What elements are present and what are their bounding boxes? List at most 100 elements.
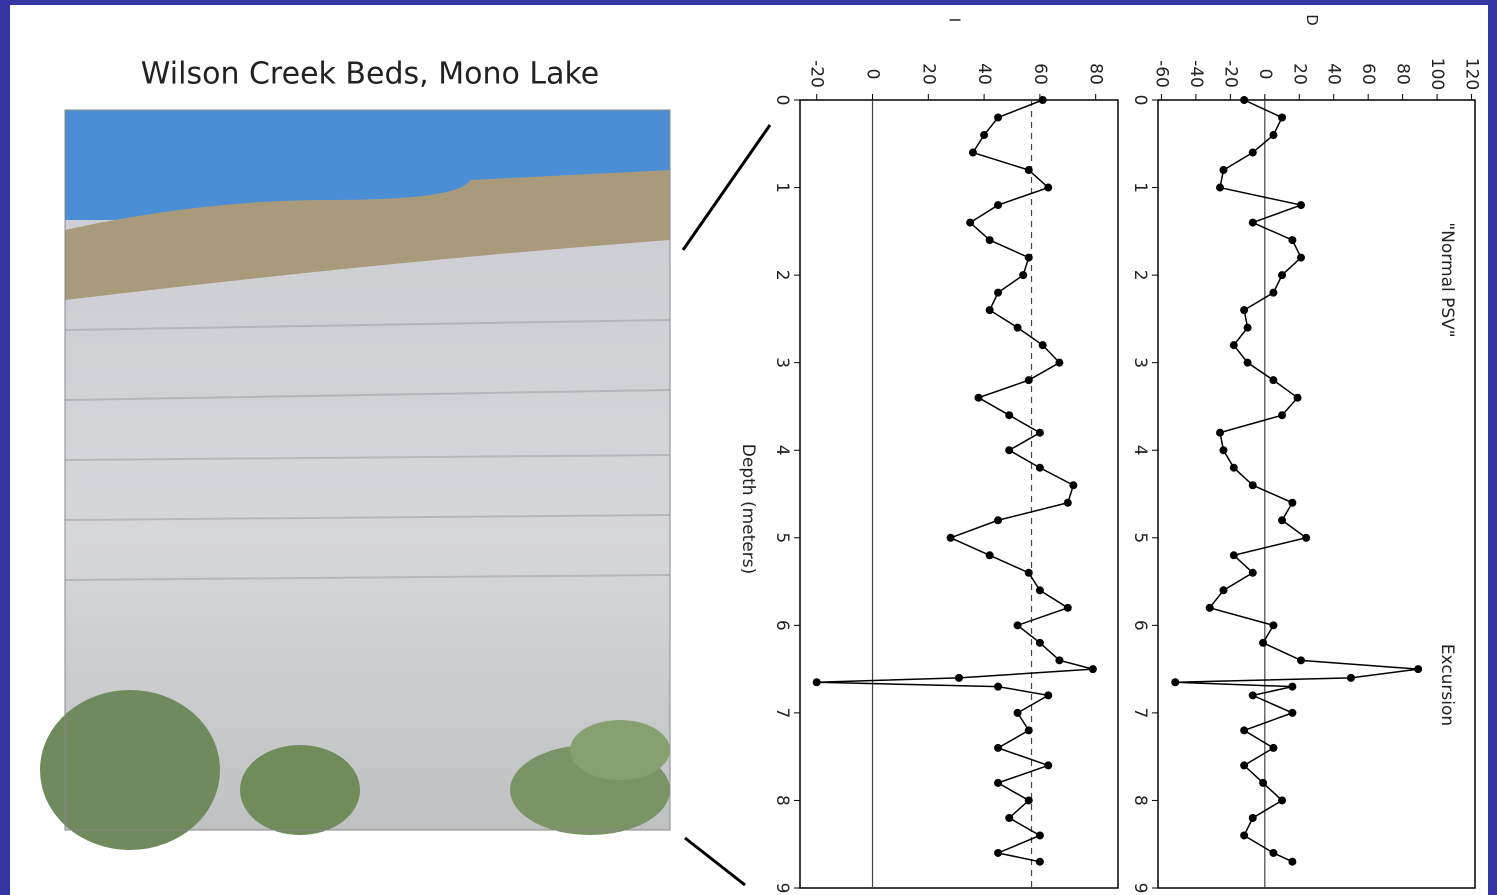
data-point xyxy=(1219,446,1228,455)
photo xyxy=(40,109,671,850)
data-point xyxy=(994,682,1003,691)
y-tick-label: 40 xyxy=(974,63,994,85)
data-point xyxy=(985,306,994,315)
data-point xyxy=(1055,656,1064,665)
data-point xyxy=(1288,498,1297,507)
y-tick-label: 20 xyxy=(1289,63,1309,85)
y-axis-label: I xyxy=(946,18,964,22)
data-point xyxy=(994,113,1003,122)
y-tick-label: -20 xyxy=(807,60,827,88)
y-axis-label: D xyxy=(1303,14,1321,26)
data-point xyxy=(994,778,1003,787)
x-axis-label: Depth (meters) xyxy=(738,444,758,574)
data-point xyxy=(1038,96,1047,104)
y-tick-label: 0 xyxy=(1255,69,1275,80)
data-point xyxy=(974,393,983,402)
annotation: "Normal PSV" xyxy=(1437,222,1457,337)
x-tick-label: 7 xyxy=(772,707,792,718)
data-point xyxy=(985,551,994,560)
data-point xyxy=(1288,708,1297,717)
data-point xyxy=(1024,376,1033,385)
data-point xyxy=(1044,183,1053,192)
x-tick-label: 7 xyxy=(1130,707,1150,718)
data-point xyxy=(1269,131,1278,140)
y-tick-label: 0 xyxy=(863,69,883,80)
data-point xyxy=(1013,708,1022,717)
photo-caption: Wilson Creek Beds, Mono Lake xyxy=(141,57,599,92)
data-point xyxy=(1038,341,1047,350)
data-point xyxy=(946,533,955,542)
data-point xyxy=(1414,665,1423,674)
data-point xyxy=(966,218,975,227)
data-point xyxy=(1240,761,1249,770)
data-point xyxy=(1240,726,1249,735)
data-point xyxy=(1013,621,1022,630)
data-point xyxy=(1269,376,1278,385)
data-point xyxy=(1005,813,1014,822)
y-tick-label: 100 xyxy=(1427,58,1447,90)
data-point xyxy=(1024,568,1033,577)
data-point xyxy=(1248,481,1257,490)
data-point xyxy=(1044,691,1053,700)
data-point xyxy=(1035,857,1044,866)
data-point xyxy=(1288,236,1297,245)
data-point xyxy=(1055,358,1064,367)
y-tick-label: -20 xyxy=(1220,60,1240,88)
data-point xyxy=(1346,673,1355,682)
data-point xyxy=(1269,621,1278,630)
data-point xyxy=(1248,218,1257,227)
x-tick-label: 9 xyxy=(772,883,792,894)
data-point xyxy=(1035,831,1044,840)
x-tick-label: 3 xyxy=(772,357,792,368)
y-tick-label: 80 xyxy=(1086,63,1106,85)
data-line xyxy=(816,99,1094,863)
x-tick-label: 0 xyxy=(772,95,792,106)
data-point xyxy=(1302,533,1311,542)
y-tick-label: 80 xyxy=(1393,63,1413,85)
x-tick-label: 9 xyxy=(1130,883,1150,894)
data-point xyxy=(994,288,1003,297)
x-tick-label: 1 xyxy=(772,182,792,193)
data-point xyxy=(1240,831,1249,840)
data-point xyxy=(1044,761,1053,770)
data-point xyxy=(1216,428,1225,437)
data-point xyxy=(1019,271,1028,280)
data-point xyxy=(1035,638,1044,647)
data-point xyxy=(1024,253,1033,262)
data-point xyxy=(955,673,963,682)
data-line xyxy=(1175,99,1419,863)
y-tick-label: 120 xyxy=(1462,58,1482,90)
data-point xyxy=(1219,586,1228,595)
data-point xyxy=(1229,341,1238,350)
data-point xyxy=(1229,551,1238,560)
y-tick-label: -40 xyxy=(1186,60,1206,88)
data-point xyxy=(1013,323,1022,332)
data-point xyxy=(1259,638,1268,647)
connector xyxy=(684,836,746,887)
data-point xyxy=(1293,393,1302,402)
y-tick-label: 20 xyxy=(918,63,938,85)
plot-frame xyxy=(799,99,1119,889)
x-tick-label: 2 xyxy=(1130,270,1150,281)
x-tick-label: 1 xyxy=(1130,182,1150,193)
data-point xyxy=(1035,428,1044,437)
data-point xyxy=(1240,306,1249,315)
data-point xyxy=(1296,253,1305,262)
data-point xyxy=(1035,586,1044,595)
x-tick-label: 4 xyxy=(1130,445,1150,456)
data-point xyxy=(994,848,1003,857)
data-point xyxy=(1171,678,1180,687)
x-tick-label: 6 xyxy=(772,620,792,631)
x-tick-label: 5 xyxy=(1130,532,1150,543)
x-tick-label: 2 xyxy=(772,270,792,281)
data-point xyxy=(1216,183,1225,192)
annotation: Excursion xyxy=(1437,644,1457,726)
data-point xyxy=(1259,778,1268,787)
data-point xyxy=(994,516,1003,525)
data-point xyxy=(1035,463,1044,472)
data-point xyxy=(1069,481,1078,490)
data-point xyxy=(1248,691,1257,700)
y-tick-label: 40 xyxy=(1324,63,1344,85)
data-point xyxy=(1278,796,1287,805)
